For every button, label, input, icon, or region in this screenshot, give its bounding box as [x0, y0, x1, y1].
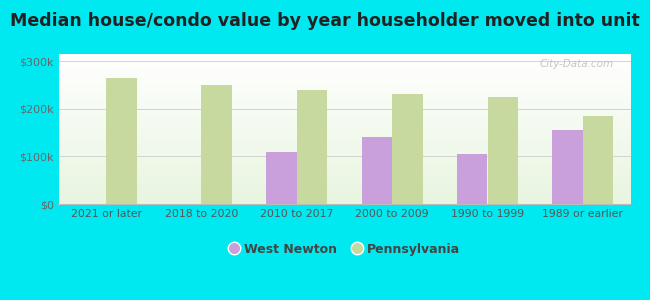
Bar: [552, 130, 583, 204]
Bar: [392, 94, 422, 204]
Bar: [106, 78, 136, 204]
Bar: [297, 90, 328, 204]
Bar: [457, 154, 488, 204]
Bar: [202, 85, 232, 204]
Bar: [266, 152, 297, 204]
Bar: [488, 97, 518, 204]
Text: Median house/condo value by year householder moved into unit: Median house/condo value by year househo…: [10, 12, 640, 30]
Text: City-Data.com: City-Data.com: [540, 58, 614, 68]
Legend: West Newton, Pennsylvania: West Newton, Pennsylvania: [224, 238, 465, 261]
Bar: [361, 137, 392, 204]
Bar: [583, 116, 614, 204]
